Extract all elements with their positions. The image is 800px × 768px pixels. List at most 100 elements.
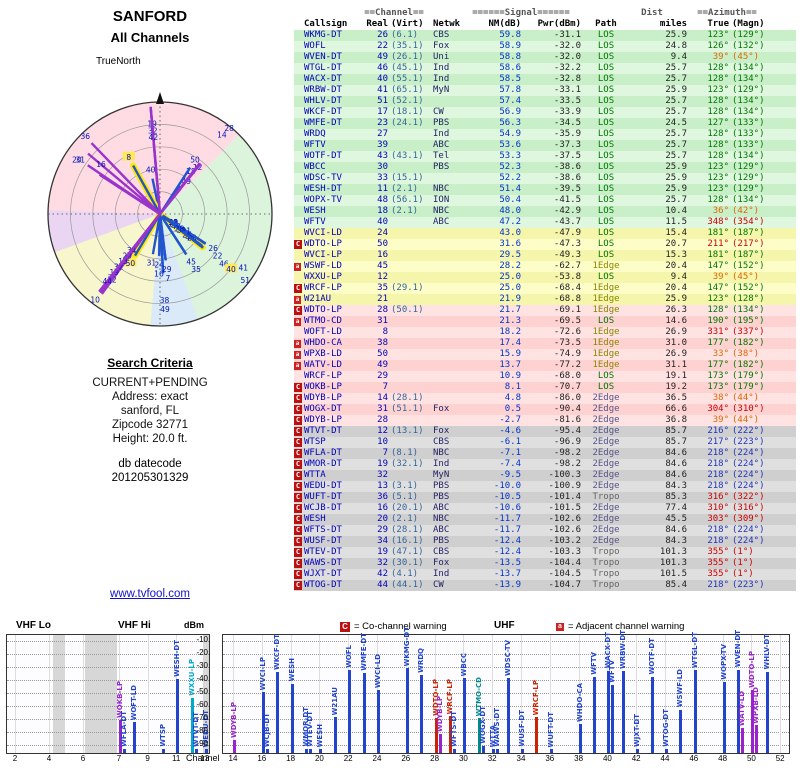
table-row: WESH-DT 11 (2.1) NBC 51.4 -39.5 LOS 25.9 123° (12… [294,184,796,195]
cell-flag: C [294,448,304,459]
polar-channel-label: 45 [186,257,196,266]
polar-channel-label: 14 [217,130,227,139]
table-cell-true-az: 355° [707,547,729,557]
polar-label-highlight [124,257,137,267]
table-cell-callsign: WOGX-DT [304,404,342,414]
table-row: C WDTO-LP 50 31.6 -47.3 LOS 20.7 211° (217°) [294,239,796,250]
table-cell-real: 51 [377,96,388,106]
table-cell-netwk: Fox [433,558,450,568]
table-cell-virt [388,470,429,481]
table-cell-nm: 10.9 [499,371,521,381]
table-cell-nm: 47.2 [499,217,521,227]
gridline-h [223,745,789,746]
table-cell-path: LOS [597,162,615,172]
adjacent-flag-icon: a [294,362,301,370]
table-cell-real: 46 [377,63,388,73]
table-cell-netwk [429,371,475,382]
polar-sector [54,214,160,326]
table-cell-real: 32 [377,558,388,568]
table-cell-netwk: ION [433,195,450,205]
spectrum-bar [549,749,553,753]
table-cell-nm: -12.4 [493,536,521,546]
table-cell-true-az: 218° [707,470,729,480]
table-cell-miles: 31.1 [665,360,687,370]
table-cell-miles: 85.3 [665,492,687,502]
table-cell-nm: -10.6 [493,503,521,513]
tvfool-link[interactable]: www.tvfool.com [110,588,190,600]
channel-tick-label: 52 [775,754,785,763]
table-cell-miles: 26.9 [665,327,687,337]
table-cell-nm: 43.0 [499,228,521,238]
cell-flag: C [294,503,304,514]
polar-spoke [158,213,188,256]
spectrum-bar-label: WDTO-LP [748,650,757,688]
cell-flag: C [294,481,304,492]
table-cell-magn-az: (129°) [732,85,765,95]
table-cell-virt: (44.1) [391,580,424,590]
adjacent-flag-icon: a [294,351,301,359]
table-cell-real: 16 [377,250,388,260]
search-criteria-title: Search Criteria [107,356,193,370]
table-cell-netwk [429,272,475,283]
spectrum-bar-label: WESH [287,658,296,682]
gridline-h [223,680,789,681]
cell-flag: C [294,426,304,437]
table-cell-netwk [429,173,475,184]
table-cell-callsign: WJXT-DT [304,569,342,579]
table-cell-true-az: 216° [707,426,729,436]
table-row: C WOGX-DT 31 (51.1) Fox 0.5 -90.4 2Edge 66.6 304°… [294,404,796,415]
table-cell-path: LOS [597,85,615,95]
table-cell-netwk [429,349,475,360]
cochannel-flag-icon: C [294,394,302,403]
table-cell-callsign: WKMG-DT [304,30,342,40]
table-cell-real: 29 [377,371,388,381]
table-cell-pwr: -68.0 [553,371,581,381]
spectrum-bar [506,678,510,753]
spectrum-bar-label: WCJB-DT [262,712,271,747]
table-cell-virt [388,371,429,382]
table-cell-magn-az: (217°) [732,239,765,249]
table-cell-path: 2Edge [592,459,620,469]
cell-flag [294,162,304,173]
polar-channel-label: 50 [126,259,136,268]
polar-channel-label: 12 [107,276,117,285]
table-row: C WJXT-DT 42 (4.1) Ind -13.7 -104.5 Tropo 101.5 3… [294,569,796,580]
spectrum-bar [434,717,438,753]
table-cell-netwk [429,393,475,404]
table-row: WBCC 30 PBS 52.3 -38.6 LOS 25.9 123° (129°) [294,162,796,173]
spectrum-bar [449,716,452,753]
cochannel-flag-icon: C [294,471,302,480]
table-cell-virt [388,129,429,140]
table-row: C WTTA 32 MyN -9.5 -100.3 2Edge 84.6 218° (224°) [294,470,796,481]
table-cell-netwk [429,283,475,294]
table-cell-nm: -13.9 [493,580,521,590]
cochannel-flag-icon: C [294,460,302,469]
table-cell-real: 45 [377,261,388,271]
polar-ring [114,168,206,260]
adjacent-flag-icon: a [294,318,301,326]
table-cell-magn-az: (44°) [732,415,760,425]
table-cell-netwk: Ind [433,129,450,139]
polar-channel-label: 46 [219,259,229,268]
spectrum-bar-label: WAWS-DT [493,708,502,747]
table-cell-real: 13 [377,481,388,491]
table-cell-path: LOS [597,151,615,161]
table-cell-miles: 36.8 [665,415,687,425]
table-cell-netwk [429,239,475,250]
table-cell-pwr: -102.6 [548,514,581,524]
table-row: WHLV-DT 51 (52.1) 57.4 -33.5 LOS 25.7 128° (134°… [294,96,796,107]
table-cell-true-az: 123° [707,30,729,40]
table-cell-miles: 25.9 [665,162,687,172]
spectrum-bar-label: WRDQ [417,647,426,673]
table-cell-path: LOS [597,217,615,227]
table-cell-pwr: -77.2 [553,360,581,370]
table-cell-callsign: WESH [304,206,326,216]
page-title: SANFORD [112,8,188,25]
polar-spoke [159,213,204,249]
polar-channel-label: 24 [154,260,164,269]
table-cell-true-az: 218° [707,580,729,590]
polar-sector [80,102,240,214]
polar-spoke [98,173,161,216]
cochannel-flag-icon: C [294,482,302,491]
table-cell-real: 39 [377,140,388,150]
